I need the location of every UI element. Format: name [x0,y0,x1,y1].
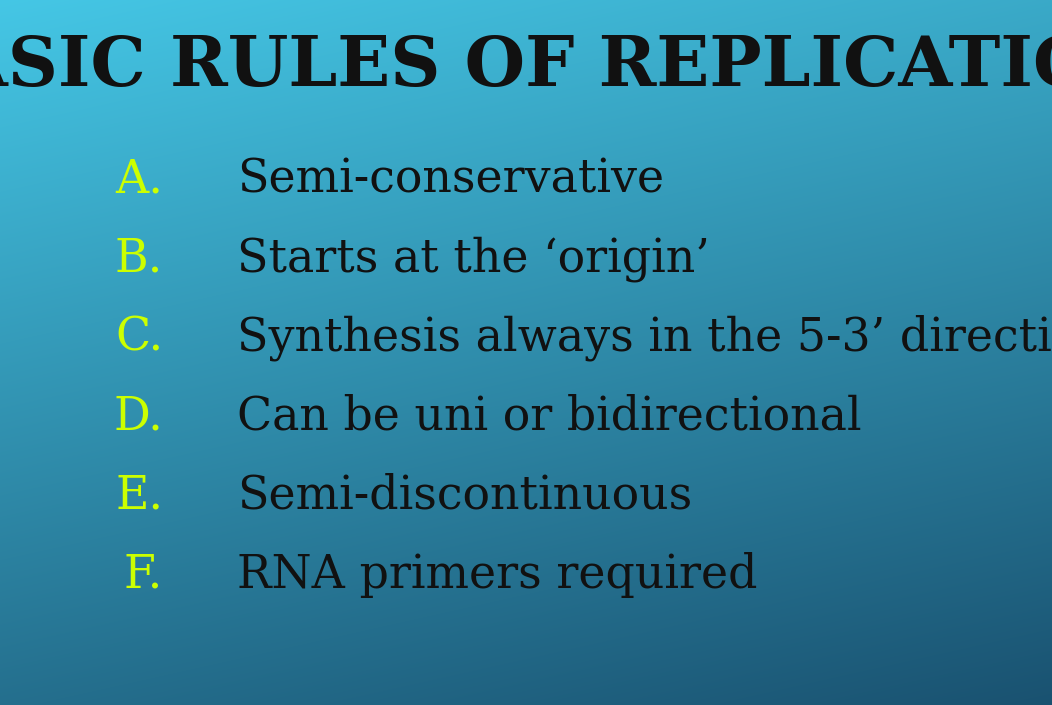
Text: F.: F. [124,552,163,597]
Text: Starts at the ‘origin’: Starts at the ‘origin’ [237,236,710,281]
Text: B.: B. [115,236,163,281]
Text: BASIC RULES OF REPLICATION: BASIC RULES OF REPLICATION [0,33,1052,101]
Text: Can be uni or bidirectional: Can be uni or bidirectional [237,394,862,439]
Text: C.: C. [115,315,163,360]
Text: Synthesis always in the 5-3’ direction: Synthesis always in the 5-3’ direction [237,314,1052,361]
Text: E.: E. [115,473,163,518]
Text: RNA primers required: RNA primers required [237,551,757,598]
Text: Semi-discontinuous: Semi-discontinuous [237,473,692,518]
Text: A.: A. [115,157,163,202]
Text: D.: D. [114,394,163,439]
Text: Semi-conservative: Semi-conservative [237,157,664,202]
